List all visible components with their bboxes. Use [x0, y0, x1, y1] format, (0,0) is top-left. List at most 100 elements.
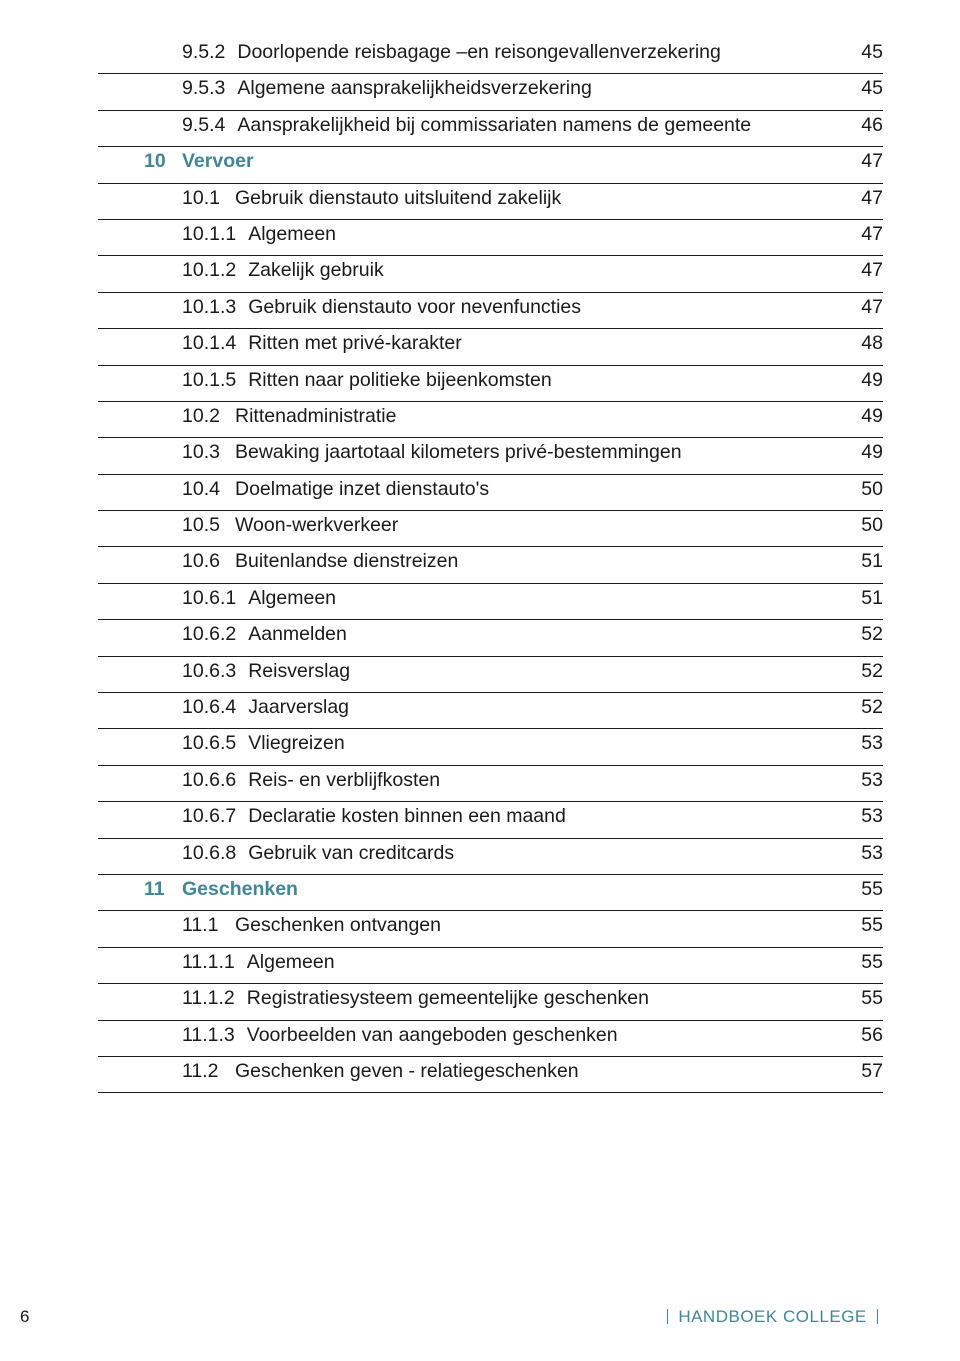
toc-entry-page: 52: [843, 660, 883, 683]
toc-entry-page: 53: [843, 805, 883, 828]
toc-entry-number: 10.6.4: [182, 696, 236, 719]
toc-entry-title: Algemeen: [247, 951, 843, 974]
footer-label: HANDBOEK COLLEGE: [678, 1307, 866, 1326]
toc-row: 10.1.2Zakelijk gebruik47: [98, 256, 883, 292]
toc-entry-number: 11: [144, 878, 182, 901]
toc-row: 10.1.5 Ritten naar politieke bijeenkomste…: [98, 366, 883, 402]
toc-entry-page: 49: [843, 441, 883, 464]
toc-row: 10.1.3Gebruik dienstauto voor nevenfunct…: [98, 293, 883, 329]
toc-row: 10.4Doelmatige inzet dienstauto's50: [98, 475, 883, 511]
toc-entry-number: 9.5.2: [182, 41, 225, 64]
toc-entry-title: Gebruik van creditcards: [248, 842, 843, 865]
toc-entry-page: 45: [843, 77, 883, 100]
toc-entry-page: 47: [843, 223, 883, 246]
toc-entry-title: Bewaking jaartotaal kilometers privé-bes…: [235, 441, 843, 464]
toc-row: 11.2Geschenken geven - relatiegeschenken…: [98, 1057, 883, 1093]
toc-entry-title: Jaarverslag: [248, 696, 843, 719]
toc-entry-number: 10.2: [182, 405, 235, 428]
toc-entry-page: 50: [843, 514, 883, 537]
toc-row: 10.1.1 Algemeen47: [98, 220, 883, 256]
toc-entry-title: Ritten naar politieke bijeenkomsten: [248, 369, 843, 392]
toc-entry-number: 10.1.4: [182, 332, 236, 355]
toc-entry-number: 9.5.3: [182, 77, 225, 100]
page-number: 6: [20, 1307, 29, 1327]
toc-entry-number: 10.1.5: [182, 369, 236, 392]
toc-row: 11.1.1Algemeen55: [98, 948, 883, 984]
toc-entry-number: 10.4: [182, 478, 235, 501]
toc-entry-title: Geschenken geven - relatiegeschenken: [235, 1060, 843, 1083]
toc-entry-title: Registratiesysteem gemeentelijke geschen…: [247, 987, 843, 1010]
toc-entry-page: 47: [843, 259, 883, 282]
toc-page: 9.5.2 Doorlopende reisbagage –en reisonge…: [0, 0, 960, 1093]
toc-entry-title: Gebruik dienstauto uitsluitend zakelijk: [235, 187, 843, 210]
toc-entry-page: 52: [843, 623, 883, 646]
toc-list: 9.5.2 Doorlopende reisbagage –en reisonge…: [98, 38, 883, 1093]
toc-entry-page: 49: [843, 405, 883, 428]
toc-entry-number: 11.1: [182, 914, 235, 937]
toc-entry-page: 47: [843, 150, 883, 173]
toc-entry-number: 11.1.1: [182, 951, 235, 974]
toc-row: 10.1.4Ritten met privé-karakter48: [98, 329, 883, 365]
toc-entry-title: Algemeen: [248, 223, 843, 246]
toc-entry-number: 11.2: [182, 1060, 235, 1083]
toc-entry-number: 10.6.8: [182, 842, 236, 865]
toc-entry-title: Gebruik dienstauto voor nevenfuncties: [248, 296, 843, 319]
toc-row: 10.1Gebruik dienstauto uitsluitend zakel…: [98, 184, 883, 220]
toc-entry-title: Rittenadministratie: [235, 405, 843, 428]
toc-row: 10.6.7 Declaratie kosten binnen een maand…: [98, 802, 883, 838]
toc-entry-title: Algemeen: [248, 587, 843, 610]
toc-row: 11.1.2 Registratiesysteem gemeentelijke g…: [98, 984, 883, 1020]
toc-row: 10Vervoer47: [98, 147, 883, 183]
toc-entry-title: Geschenken: [182, 878, 843, 901]
toc-entry-title: Voorbeelden van aangeboden geschenken: [247, 1024, 843, 1047]
toc-entry-page: 55: [843, 914, 883, 937]
toc-entry-number: 10.6.3: [182, 660, 236, 683]
toc-entry-number: 10.6.1: [182, 587, 236, 610]
toc-entry-number: 11.1.3: [182, 1024, 235, 1047]
toc-entry-page: 47: [843, 296, 883, 319]
toc-entry-number: 10: [144, 150, 182, 173]
toc-entry-page: 51: [843, 587, 883, 610]
toc-entry-title: Reisverslag: [248, 660, 843, 683]
toc-row: 11Geschenken55: [98, 875, 883, 911]
toc-entry-title: Doelmatige inzet dienstauto's: [235, 478, 843, 501]
toc-entry-title: Vervoer: [182, 150, 843, 173]
toc-row: 10.6.1 Algemeen51: [98, 584, 883, 620]
toc-row: 10.5Woon-werkverkeer50: [98, 511, 883, 547]
toc-entry-title: Geschenken ontvangen: [235, 914, 843, 937]
toc-entry-title: Algemene aansprakelijkheidsverzekering: [237, 77, 843, 100]
toc-entry-page: 45: [843, 41, 883, 64]
toc-entry-title: Declaratie kosten binnen een maand: [248, 805, 843, 828]
toc-entry-number: 9.5.4: [182, 114, 225, 137]
toc-row: 11.1Geschenken ontvangen55: [98, 911, 883, 947]
toc-entry-number: 10.6.5: [182, 732, 236, 755]
toc-entry-number: 11.1.2: [182, 987, 235, 1010]
toc-entry-number: 10.6: [182, 550, 235, 573]
toc-entry-number: 10.5: [182, 514, 235, 537]
toc-entry-page: 50: [843, 478, 883, 501]
toc-entry-page: 53: [843, 769, 883, 792]
toc-row: 9.5.3 Algemene aansprakelijkheidsverzeker…: [98, 74, 883, 110]
toc-row: 10.6.5Vliegreizen53: [98, 729, 883, 765]
toc-entry-title: Doorlopende reisbagage –en reisongevalle…: [237, 41, 843, 64]
toc-row: 10.6.8Gebruik van creditcards53: [98, 839, 883, 875]
toc-entry-number: 10.1.1: [182, 223, 236, 246]
toc-entry-number: 10.1.2: [182, 259, 236, 282]
toc-entry-page: 47: [843, 187, 883, 210]
toc-row: 10.6.4 Jaarverslag52: [98, 693, 883, 729]
footer-label-wrap: HANDBOEK COLLEGE: [662, 1307, 883, 1327]
page-footer: 6 HANDBOEK COLLEGE: [0, 1307, 960, 1327]
footer-rule-left: [667, 1309, 668, 1324]
toc-entry-number: 10.6.2: [182, 623, 236, 646]
toc-entry-number: 10.6.7: [182, 805, 236, 828]
toc-entry-page: 46: [843, 114, 883, 137]
toc-entry-number: 10.1: [182, 187, 235, 210]
toc-entry-page: 52: [843, 696, 883, 719]
toc-row: 10.6.3 Reisverslag52: [98, 657, 883, 693]
toc-entry-page: 55: [843, 878, 883, 901]
toc-entry-page: 48: [843, 332, 883, 355]
toc-entry-page: 49: [843, 369, 883, 392]
toc-entry-title: Aanmelden: [248, 623, 843, 646]
toc-entry-number: 10.6.6: [182, 769, 236, 792]
toc-row: 10.6.2 Aanmelden52: [98, 620, 883, 656]
